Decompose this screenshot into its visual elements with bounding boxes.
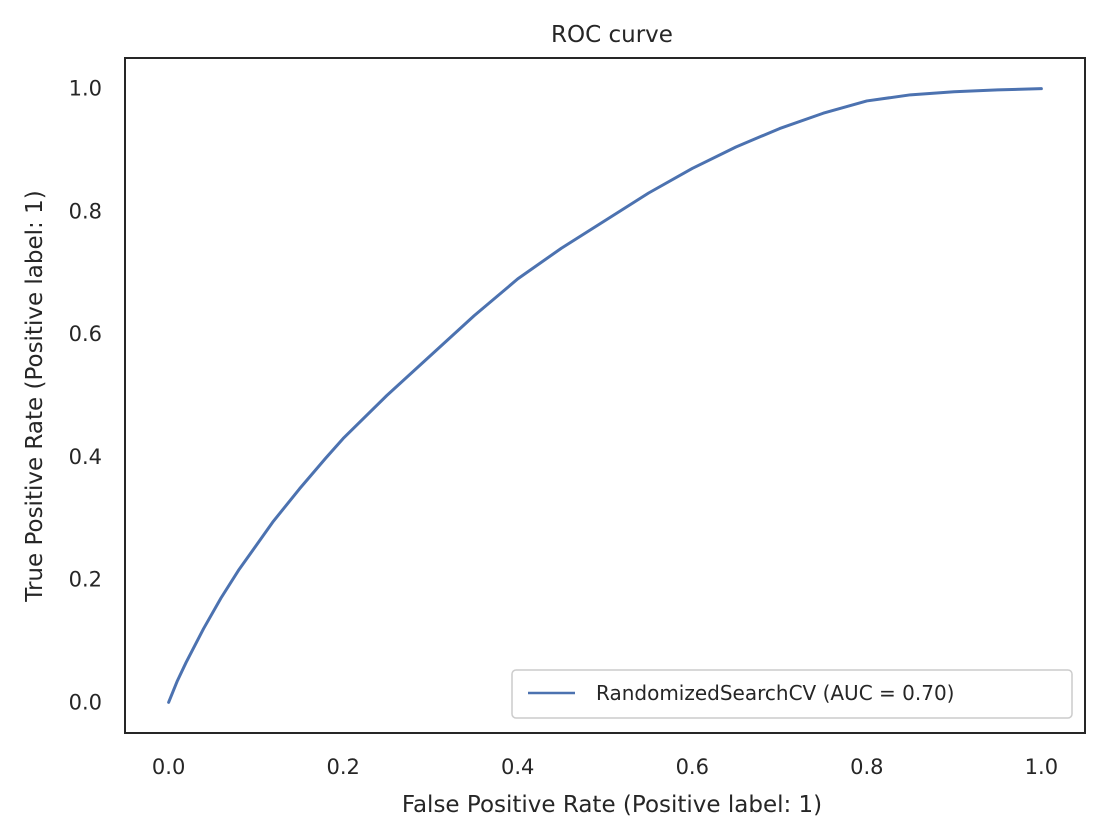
y-tick-label: 0.4 bbox=[69, 445, 102, 469]
y-tick-label: 0.2 bbox=[69, 568, 102, 592]
x-tick-label: 1.0 bbox=[1025, 755, 1058, 779]
y-axis-ticks: 0.0 0.2 0.4 0.6 0.8 1.0 bbox=[69, 77, 102, 715]
chart-title: ROC curve bbox=[551, 22, 673, 48]
legend-label: RandomizedSearchCV (AUC = 0.70) bbox=[596, 681, 954, 705]
series-layer bbox=[167, 87, 1043, 704]
plot-area-frame bbox=[124, 57, 1086, 734]
x-tick-label: 0.0 bbox=[152, 755, 185, 779]
x-tick-label: 0.4 bbox=[501, 755, 534, 779]
y-tick-label: 0.6 bbox=[69, 322, 102, 346]
legend: RandomizedSearchCV (AUC = 0.70) bbox=[511, 669, 1073, 719]
legend-box bbox=[511, 669, 1073, 719]
x-axis-ticks: 0.0 0.2 0.4 0.6 0.8 1.0 bbox=[152, 755, 1058, 779]
y-tick-label: 1.0 bbox=[69, 77, 102, 101]
x-tick-label: 0.2 bbox=[326, 755, 359, 779]
roc-curve-line-0 bbox=[167, 87, 1043, 704]
y-axis-title: True Positive Rate (Positive label: 1) bbox=[22, 190, 48, 602]
x-tick-label: 0.6 bbox=[676, 755, 709, 779]
x-tick-label: 0.8 bbox=[850, 755, 883, 779]
y-tick-label: 0.8 bbox=[69, 199, 102, 223]
y-tick-label: 0.0 bbox=[69, 690, 102, 714]
x-axis-title: False Positive Rate (Positive label: 1) bbox=[402, 792, 822, 818]
